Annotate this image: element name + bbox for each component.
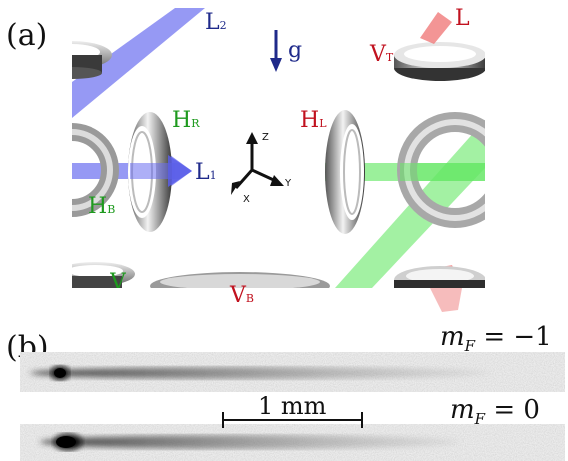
- label-v-left-bottom: V: [110, 272, 126, 288]
- beam-red-top: [420, 12, 452, 44]
- label-vb: VB: [230, 283, 254, 308]
- label-l-top-right: L: [455, 6, 470, 31]
- scale-bar-label: 1 mm: [258, 392, 327, 420]
- gravity-arrow: [270, 58, 282, 72]
- setup-diagram: [72, 8, 485, 312]
- scale-bar: [222, 412, 363, 428]
- label-hl: HL: [300, 108, 327, 133]
- label-g: g: [288, 38, 303, 63]
- label-l2: L2: [205, 10, 227, 35]
- trace-1-label: mF = −1: [440, 322, 552, 355]
- trace-1-image: [20, 352, 565, 392]
- label-hr: HR: [172, 108, 200, 133]
- trace-2-image: [20, 424, 565, 461]
- panel-a-label: (a): [6, 18, 48, 53]
- coil-hl: [325, 110, 365, 234]
- label-vt: VT: [370, 42, 394, 67]
- axis-z-label: Z: [262, 132, 269, 143]
- axis-x-label: X: [243, 194, 250, 205]
- axis-y-label: Y: [285, 178, 292, 189]
- trace-2-label: mF = 0: [450, 395, 540, 428]
- beam-l2: [72, 8, 205, 118]
- coordinate-axes: [231, 132, 284, 195]
- label-hb: HB: [88, 194, 116, 219]
- label-l1: L1: [195, 160, 217, 185]
